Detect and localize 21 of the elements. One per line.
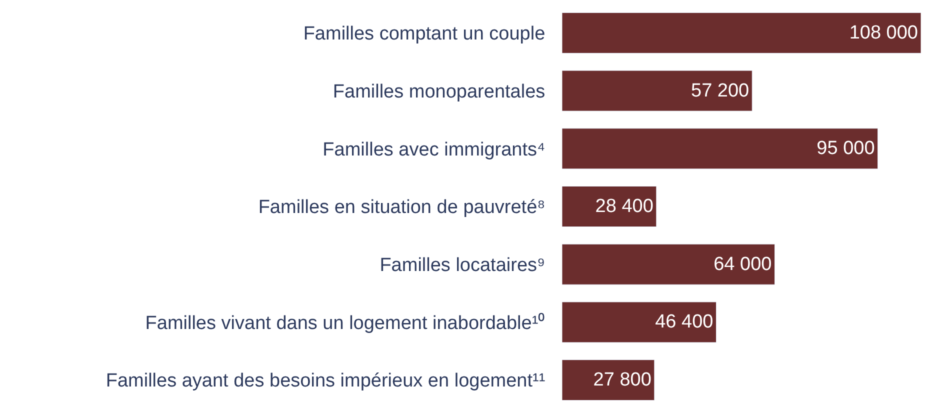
y-tick-label: Familles vivant dans un logement inabordable¹⁰ [145, 312, 561, 334]
data-label: 108 000 [849, 22, 918, 44]
y-tick-label: Familles en situation de pauvreté⁸ [258, 197, 561, 218]
bar [562, 70, 752, 112]
data-label: 27 800 [593, 370, 652, 391]
data-label: 57 200 [691, 80, 750, 102]
bar [562, 302, 716, 343]
data-label: 95 000 [816, 138, 875, 160]
y-tick-label: Familles locataires⁹ [380, 255, 561, 276]
data-label: 64 000 [714, 254, 772, 275]
bar [562, 186, 657, 227]
bar [562, 244, 775, 285]
y-tick-label: Familles comptant un couple [303, 24, 561, 45]
y-tick-label: Familles monoparentales [332, 81, 561, 102]
bar [562, 128, 878, 170]
data-label: 28 400 [595, 196, 654, 217]
y-tick-label: Familles avec immigrants⁴ [322, 139, 561, 160]
y-tick-label: Familles ayant des besoins impérieux en logement¹¹ [106, 370, 561, 392]
data-label: 46 400 [655, 312, 714, 333]
bar [562, 360, 655, 401]
bar [562, 12, 921, 54]
